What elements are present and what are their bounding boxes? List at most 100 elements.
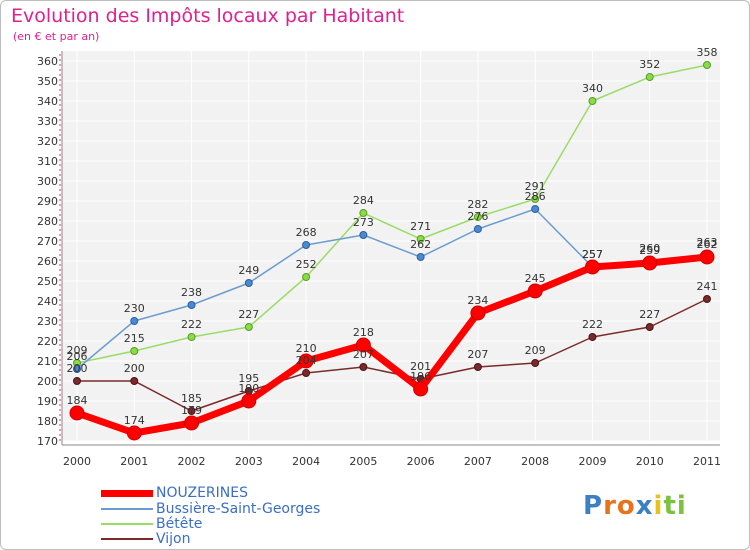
data-label: 282 xyxy=(467,198,488,211)
data-label: 259 xyxy=(639,244,660,257)
data-label: 238 xyxy=(181,286,202,299)
legend-label-nouzerines: NOUZERINES xyxy=(156,485,248,501)
legend-label-bussiere: Bussière-Saint-Georges xyxy=(156,501,321,517)
y-tick-label: 180 xyxy=(37,415,58,428)
y-tick-label: 200 xyxy=(37,375,58,388)
data-point-2 xyxy=(531,195,540,203)
data-label: 252 xyxy=(296,258,317,271)
data-point-1 xyxy=(130,317,139,325)
data-point-0 xyxy=(69,405,85,421)
data-label: 263 xyxy=(697,236,718,249)
y-tick-label: 330 xyxy=(37,115,58,128)
data-point-1 xyxy=(302,241,311,249)
y-tick-label: 340 xyxy=(37,95,58,108)
legend-swatch-vijon xyxy=(101,538,153,540)
series-line-0 xyxy=(75,253,708,437)
data-point-1 xyxy=(359,231,368,239)
data-label: 257 xyxy=(582,248,603,261)
x-tick-label: 2003 xyxy=(235,455,263,468)
data-label: 234 xyxy=(467,294,488,307)
data-label: 206 xyxy=(67,350,88,363)
data-label: 185 xyxy=(181,392,202,405)
data-point-0 xyxy=(355,337,371,353)
data-label: 207 xyxy=(467,348,488,361)
data-point-2 xyxy=(703,61,711,69)
data-point-3 xyxy=(588,333,597,341)
data-label: 179 xyxy=(181,404,202,417)
legend-item-nouzerines: NOUZERINES xyxy=(101,485,248,501)
data-label: 190 xyxy=(238,382,259,395)
x-tick-label: 2001 xyxy=(120,455,148,468)
data-point-0 xyxy=(470,305,486,321)
y-tick-label: 310 xyxy=(37,155,58,168)
data-point-3 xyxy=(645,323,654,331)
legend-swatch-bussiere xyxy=(101,508,153,510)
data-point-2 xyxy=(645,73,654,81)
legend-swatch-betete xyxy=(101,523,153,525)
y-tick-label: 220 xyxy=(37,335,58,348)
x-tick-label: 2002 xyxy=(178,455,206,468)
legend-item-bussiere: Bussière-Saint-Georges xyxy=(101,501,321,517)
data-label: 174 xyxy=(124,414,145,427)
data-label: 215 xyxy=(124,332,145,345)
data-point-3 xyxy=(187,407,196,415)
data-point-0 xyxy=(126,425,142,441)
data-label: 276 xyxy=(467,210,488,223)
data-label: 227 xyxy=(238,308,259,321)
y-tick-label: 320 xyxy=(37,135,58,148)
data-label: 227 xyxy=(639,308,660,321)
data-label: 271 xyxy=(410,220,431,233)
logo-letter: o xyxy=(616,491,636,521)
data-point-1 xyxy=(531,205,540,213)
data-point-2 xyxy=(302,273,311,281)
data-point-2 xyxy=(130,347,139,355)
y-tick-label: 190 xyxy=(37,395,58,408)
data-point-2 xyxy=(187,333,196,341)
data-label: 249 xyxy=(238,264,259,277)
data-point-0 xyxy=(584,259,600,275)
data-point-3 xyxy=(531,359,540,367)
x-tick-label: 2006 xyxy=(407,455,435,468)
legend-swatch-nouzerines xyxy=(101,489,153,497)
data-point-2 xyxy=(588,97,597,105)
data-label: 195 xyxy=(238,372,259,385)
data-point-2 xyxy=(473,213,482,221)
data-point-2 xyxy=(244,323,253,331)
logo-letter: P xyxy=(583,491,604,521)
y-tick-label: 260 xyxy=(37,255,58,268)
y-tick-label: 350 xyxy=(37,75,58,88)
data-point-3 xyxy=(302,369,311,377)
legend-label-vijon: Vijon xyxy=(156,531,191,547)
x-tick-label: 2008 xyxy=(521,455,549,468)
data-label: 200 xyxy=(67,362,88,375)
data-point-2 xyxy=(416,235,425,243)
data-label: 184 xyxy=(67,394,88,407)
series-line-2 xyxy=(76,64,708,364)
data-point-0 xyxy=(642,255,658,271)
y-tick-label: 170 xyxy=(37,435,58,448)
logo-letter: i xyxy=(676,491,687,521)
data-label: 262 xyxy=(697,238,718,251)
y-tick-label: 300 xyxy=(37,175,58,188)
data-point-3 xyxy=(73,377,81,385)
x-tick-label: 2000 xyxy=(63,455,91,468)
x-tick-label: 2005 xyxy=(349,455,377,468)
data-point-0 xyxy=(184,415,200,431)
data-point-3 xyxy=(359,363,368,371)
data-label: 260 xyxy=(639,242,660,255)
data-label: 340 xyxy=(582,82,603,95)
y-tick-label: 230 xyxy=(37,315,58,328)
data-point-3 xyxy=(703,295,711,303)
y-tick-label: 290 xyxy=(37,195,58,208)
data-point-1 xyxy=(187,301,196,309)
data-point-2 xyxy=(359,209,368,217)
data-label: 222 xyxy=(582,318,603,331)
data-point-1 xyxy=(244,279,253,287)
data-label: 262 xyxy=(410,238,431,251)
data-label: 207 xyxy=(353,348,374,361)
y-tick-label: 250 xyxy=(37,275,58,288)
data-point-0 xyxy=(527,283,543,299)
x-tick-label: 2004 xyxy=(292,455,320,468)
data-point-1 xyxy=(73,365,81,373)
data-label: 201 xyxy=(410,360,431,373)
